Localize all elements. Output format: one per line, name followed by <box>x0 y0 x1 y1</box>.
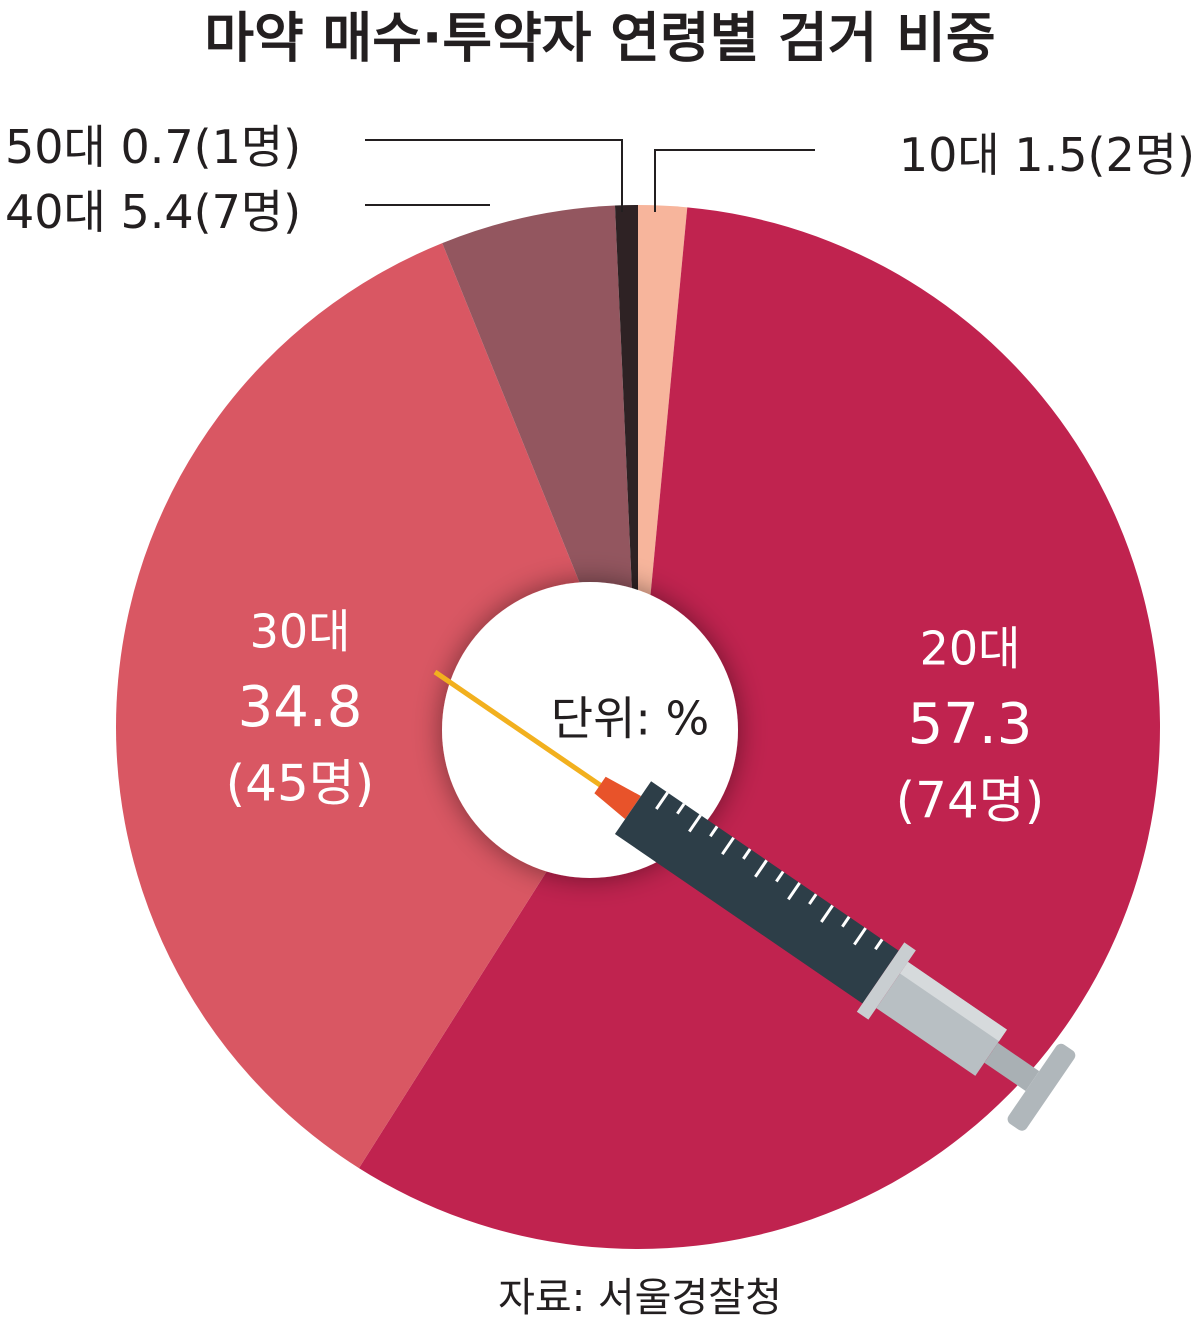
leader-line <box>365 139 623 212</box>
slice-label: 50대 0.7(1명) <box>5 120 301 174</box>
leader-line <box>654 149 815 212</box>
pie-slice <box>358 207 1161 1249</box>
slice-category: 20대 <box>920 622 1021 676</box>
slice-count: (74명) <box>896 772 1045 830</box>
slice-category: 50대 <box>5 120 106 174</box>
slice-category: 10대 <box>899 128 1000 182</box>
source: 자료: 서울경찰청 <box>498 1275 782 1321</box>
slice-value: 1.5 <box>1014 128 1087 182</box>
chart-title: 마약 매수·투약자 연령별 검거 비중 <box>204 7 995 70</box>
slice-count: (2명) <box>1088 128 1195 182</box>
labels: 10대 1.5(2명) 20대 57.3 (74명) 30대 34.8 (45명) 40대 5… <box>5 120 1195 830</box>
slice-label: 10대 1.5(2명) <box>899 128 1195 182</box>
slice-count: (1명) <box>194 120 301 174</box>
slice-count: (7명) <box>194 185 301 239</box>
syringe <box>433 669 1076 1131</box>
pie-slice <box>116 243 639 1169</box>
slice-label: 40대 5.4(7명) <box>5 185 301 239</box>
slice-category: 40대 <box>5 185 106 239</box>
slice-value: 34.8 <box>238 675 363 740</box>
slice-value: 0.7 <box>120 120 193 174</box>
slice-value: 57.3 <box>908 692 1033 757</box>
center-label: 단위: % <box>551 692 709 746</box>
slice-count: (45명) <box>226 755 375 813</box>
slice-value: 5.4 <box>120 185 193 239</box>
slice-category: 30대 <box>250 605 351 659</box>
